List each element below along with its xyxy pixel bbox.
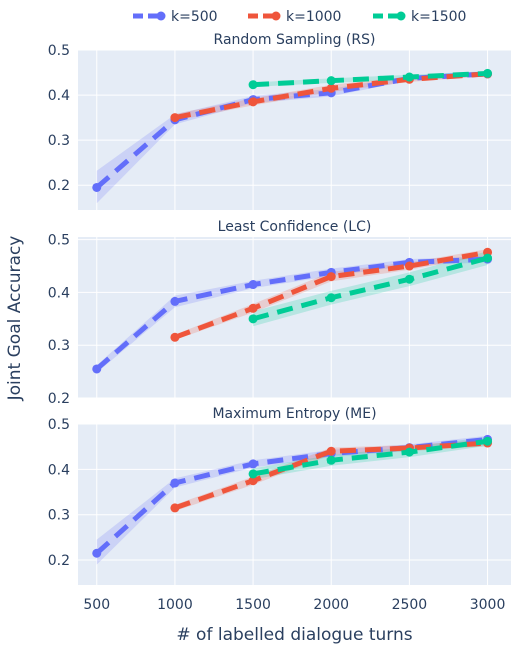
data-point-k=1000[interactable] [326, 446, 336, 456]
data-point-k=500[interactable] [170, 296, 180, 306]
legend-label: k=1000 [286, 9, 341, 25]
legend-marker-swatch [396, 11, 406, 21]
y-tick-label: 0.4 [48, 285, 70, 301]
data-point-k=1500[interactable] [483, 253, 493, 263]
data-point-k=1000[interactable] [248, 476, 258, 486]
series-line-k=1000 [174, 249, 488, 340]
legend-item-k=500[interactable]: k=500 [133, 9, 218, 25]
plot-background [78, 424, 511, 585]
panel-title: Least Confidence (LC) [218, 219, 372, 235]
y-tick-label: 0.3 [48, 133, 70, 149]
data-point-k=1500[interactable] [326, 76, 336, 86]
data-point-k=1500[interactable] [483, 436, 493, 446]
series-line-k=1000 [174, 440, 488, 511]
panel-1: 0.2 0.3 0.4 0.5 Random Sampling (RS) [48, 32, 511, 210]
data-point-k=1500[interactable] [483, 68, 493, 78]
y-tick-label: 0.5 [48, 417, 70, 433]
x-tick-label: 500 [83, 597, 110, 613]
x-tick-label: 3000 [470, 597, 506, 613]
data-point-k=500[interactable] [92, 548, 102, 558]
data-point-k=500[interactable] [170, 478, 180, 488]
data-point-k=1000[interactable] [170, 503, 180, 513]
x-tick-label: 1000 [157, 597, 193, 613]
data-point-k=1500[interactable] [248, 314, 258, 324]
data-point-k=1000[interactable] [248, 303, 258, 313]
data-point-k=1500[interactable] [248, 469, 258, 479]
y-tick-label: 0.2 [48, 553, 70, 569]
y-axis-label: Joint Goal Accuracy [5, 236, 25, 402]
confidence-band-k=500 [96, 435, 488, 565]
legend-label: k=500 [171, 9, 218, 25]
data-point-k=500[interactable] [92, 182, 102, 192]
data-point-k=1000[interactable] [170, 332, 180, 342]
y-tick-label: 0.2 [48, 178, 70, 194]
data-point-k=1500[interactable] [404, 72, 414, 82]
series-line-k=1500 [252, 438, 488, 477]
series-line-k=1500 [252, 70, 488, 88]
legend-item-k=1500[interactable]: k=1500 [373, 9, 466, 25]
confidence-band-k=500 [96, 71, 488, 204]
data-point-k=1500[interactable] [248, 80, 258, 90]
data-point-k=1000[interactable] [248, 97, 258, 107]
data-point-k=500[interactable] [248, 459, 258, 469]
plot-background [78, 237, 511, 398]
y-tick-label: 0.2 [48, 391, 70, 407]
series-line-k=1500 [252, 255, 489, 322]
panel-title: Maximum Entropy (ME) [212, 406, 376, 422]
x-axis-label: # of labelled dialogue turns [176, 625, 412, 645]
x-tick-label: 2500 [392, 597, 428, 613]
data-point-k=1500[interactable] [326, 293, 336, 303]
confidence-band-k=500 [96, 256, 488, 373]
y-tick-label: 0.4 [48, 462, 70, 478]
panel-title: Random Sampling (RS) [214, 32, 376, 48]
y-tick-label: 0.5 [48, 43, 70, 59]
data-point-k=1000[interactable] [404, 261, 414, 271]
y-tick-label: 0.3 [48, 338, 70, 354]
data-point-k=1000[interactable] [326, 272, 336, 282]
legend-marker-swatch [271, 11, 281, 21]
y-tick-label: 0.3 [48, 508, 70, 524]
legend-label: k=1500 [411, 9, 466, 25]
legend-item-k=1000[interactable]: k=1000 [248, 9, 341, 25]
legend-marker-swatch [156, 11, 166, 21]
data-point-k=500[interactable] [92, 364, 102, 374]
data-point-k=1500[interactable] [326, 455, 336, 465]
y-tick-label: 0.4 [48, 88, 70, 104]
x-tick-label: 2000 [313, 597, 349, 613]
data-point-k=500[interactable] [248, 280, 258, 290]
data-point-k=1000[interactable] [170, 113, 180, 123]
confidence-band-k=1500 [253, 251, 488, 327]
x-axis-ticks: 500 1000 1500 2000 2500 3000 [83, 597, 505, 613]
panel-3: 0.2 0.3 0.4 0.5 Maximum Entropy (ME) [48, 406, 511, 585]
x-tick-label: 1500 [235, 597, 271, 613]
y-tick-label: 0.5 [48, 233, 70, 249]
panel-2: 0.2 0.3 0.4 0.5 Least Confidence (LC) [48, 219, 511, 407]
legend[interactable]: k=500 k=1000 k=1500 [133, 9, 466, 25]
data-point-k=1500[interactable] [404, 274, 414, 284]
data-point-k=1000[interactable] [326, 83, 336, 93]
data-point-k=1500[interactable] [404, 447, 414, 457]
